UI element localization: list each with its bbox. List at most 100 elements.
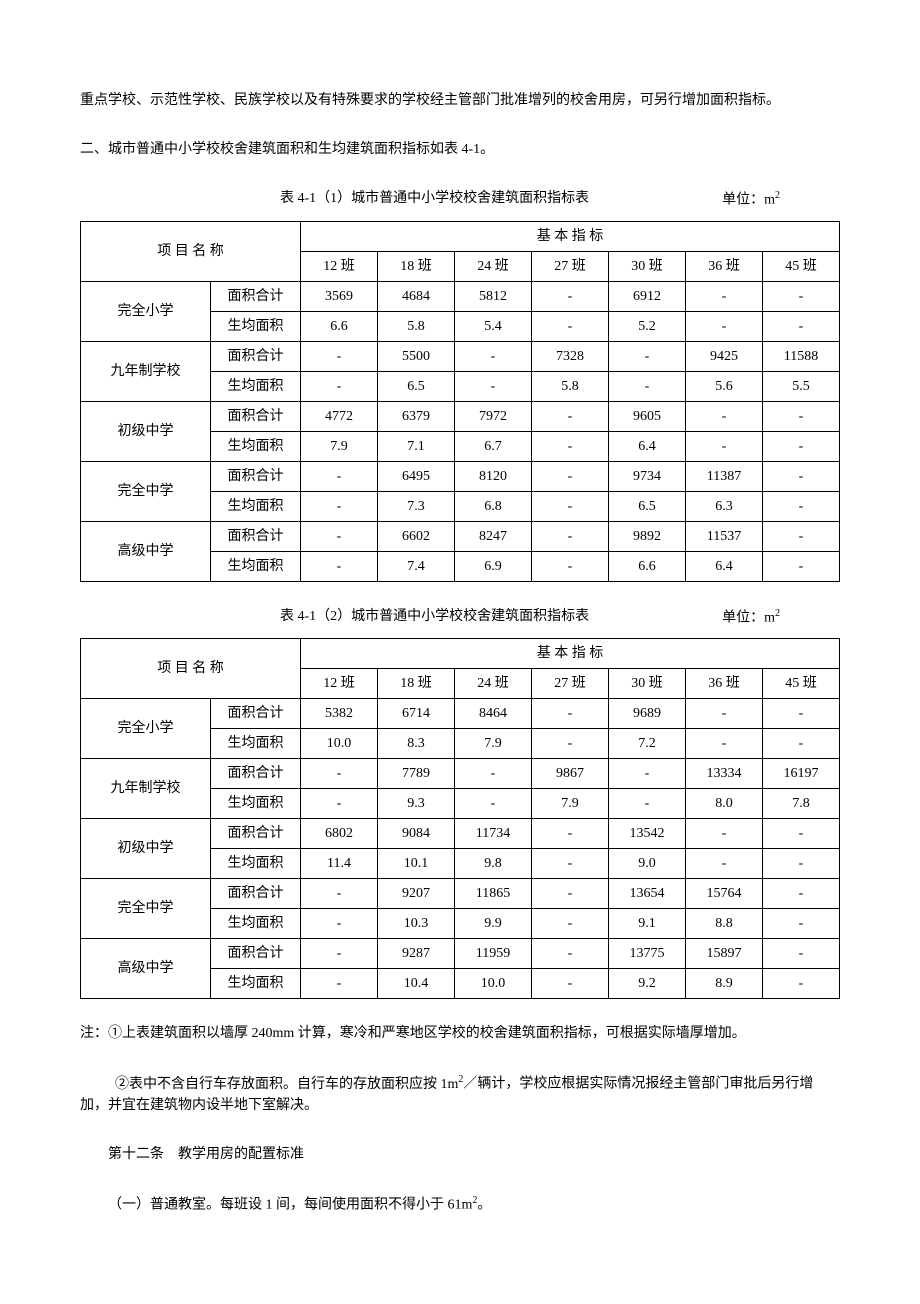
cell-value: 11.4 bbox=[301, 849, 378, 879]
cell-value: - bbox=[455, 759, 532, 789]
cell-value: 9207 bbox=[378, 879, 455, 909]
cell-value: 5.2 bbox=[609, 311, 686, 341]
paragraph-intro-1: 重点学校、示范性学校、民族学校以及有特殊要求的学校经主管部门批准增列的校舍用房，… bbox=[80, 90, 840, 111]
table-row: 完全中学面积合计-64958120-973411387- bbox=[81, 461, 840, 491]
col-header: 18 班 bbox=[378, 251, 455, 281]
row-name: 初级中学 bbox=[81, 819, 211, 879]
cell-value: 6.6 bbox=[609, 551, 686, 581]
cell-value: 9425 bbox=[686, 341, 763, 371]
cell-value: - bbox=[532, 699, 609, 729]
cell-value: - bbox=[301, 371, 378, 401]
metric-label: 生均面积 bbox=[211, 729, 301, 759]
cell-value: 7.9 bbox=[301, 431, 378, 461]
cell-value: - bbox=[609, 759, 686, 789]
table1-caption: 表 4-1（1）城市普通中小学校校舍建筑面积指标表 bbox=[280, 188, 589, 209]
cell-value: 13654 bbox=[609, 879, 686, 909]
table-row: 完全中学面积合计-920711865-1365415764- bbox=[81, 879, 840, 909]
table2-caption-row: 表 4-1（2）城市普通中小学校校舍建筑面积指标表 单位：m2 bbox=[80, 606, 840, 629]
cell-value: - bbox=[763, 491, 840, 521]
cell-value: 5.4 bbox=[455, 311, 532, 341]
metric-label: 面积合计 bbox=[211, 879, 301, 909]
cell-value: 9.1 bbox=[609, 909, 686, 939]
cell-value: - bbox=[532, 819, 609, 849]
cell-value: 7.2 bbox=[609, 729, 686, 759]
cell-value: 9.0 bbox=[609, 849, 686, 879]
cell-value: - bbox=[301, 939, 378, 969]
col-header: 30 班 bbox=[609, 669, 686, 699]
cell-value: - bbox=[763, 281, 840, 311]
cell-value: 5.8 bbox=[532, 371, 609, 401]
col-header: 24 班 bbox=[455, 251, 532, 281]
metric-label: 面积合计 bbox=[211, 461, 301, 491]
metric-label: 面积合计 bbox=[211, 939, 301, 969]
cell-value: - bbox=[532, 849, 609, 879]
cell-value: 9734 bbox=[609, 461, 686, 491]
row-name: 高级中学 bbox=[81, 939, 211, 999]
note-1: 注：①上表建筑面积以墙厚 240mm 计算，寒冷和严寒地区学校的校舍建筑面积指标… bbox=[80, 1023, 840, 1044]
cell-value: 6714 bbox=[378, 699, 455, 729]
col-header: 45 班 bbox=[763, 669, 840, 699]
cell-value: - bbox=[763, 521, 840, 551]
note-2: ②表中不含自行车存放面积。自行车的存放面积应按 1m2／辆计，学校应根据实际情况… bbox=[80, 1072, 840, 1116]
cell-value: 6.6 bbox=[301, 311, 378, 341]
cell-value: 6495 bbox=[378, 461, 455, 491]
cell-value: 9867 bbox=[532, 759, 609, 789]
cell-value: - bbox=[763, 939, 840, 969]
cell-value: 7.1 bbox=[378, 431, 455, 461]
cell-value: - bbox=[532, 521, 609, 551]
row-name: 完全小学 bbox=[81, 281, 211, 341]
cell-value: 7.3 bbox=[378, 491, 455, 521]
cell-value: - bbox=[532, 281, 609, 311]
cell-value: 8247 bbox=[455, 521, 532, 551]
cell-value: - bbox=[763, 461, 840, 491]
cell-value: - bbox=[532, 311, 609, 341]
clause-1: （一）普通教室。每班设 1 间，每间使用面积不得小于 61m2。 bbox=[80, 1193, 840, 1216]
cell-value: 3569 bbox=[301, 281, 378, 311]
cell-value: - bbox=[455, 789, 532, 819]
table-row: 完全小学面积合计538267148464-9689-- bbox=[81, 699, 840, 729]
cell-value: - bbox=[763, 729, 840, 759]
table-row: 初级中学面积合计6802908411734-13542-- bbox=[81, 819, 840, 849]
row-name: 初级中学 bbox=[81, 401, 211, 461]
cell-value: - bbox=[763, 551, 840, 581]
cell-value: 11387 bbox=[686, 461, 763, 491]
cell-value: - bbox=[301, 521, 378, 551]
cell-value: 9.9 bbox=[455, 909, 532, 939]
cell-value: 15764 bbox=[686, 879, 763, 909]
metric-label: 生均面积 bbox=[211, 789, 301, 819]
metric-label: 面积合计 bbox=[211, 341, 301, 371]
metric-label: 生均面积 bbox=[211, 311, 301, 341]
cell-value: - bbox=[301, 341, 378, 371]
cell-value: 9689 bbox=[609, 699, 686, 729]
article-12: 第十二条 教学用房的配置标准 bbox=[80, 1144, 840, 1165]
cell-value: - bbox=[301, 551, 378, 581]
cell-value: - bbox=[532, 909, 609, 939]
cell-value: 4772 bbox=[301, 401, 378, 431]
cell-value: - bbox=[763, 909, 840, 939]
cell-value: - bbox=[532, 401, 609, 431]
cell-value: - bbox=[763, 311, 840, 341]
table1-caption-row: 表 4-1（1）城市普通中小学校校舍建筑面积指标表 单位：m2 bbox=[80, 188, 840, 211]
cell-value: 6.5 bbox=[378, 371, 455, 401]
cell-value: 10.0 bbox=[301, 729, 378, 759]
table-row: 九年制学校面积合计-7789-9867-1333416197 bbox=[81, 759, 840, 789]
cell-value: - bbox=[609, 341, 686, 371]
cell-value: 7.9 bbox=[455, 729, 532, 759]
cell-value: 7.8 bbox=[763, 789, 840, 819]
cell-value: - bbox=[455, 371, 532, 401]
cell-value: 5.8 bbox=[378, 311, 455, 341]
cell-value: 6912 bbox=[609, 281, 686, 311]
cell-value: 5500 bbox=[378, 341, 455, 371]
cell-value: 8.8 bbox=[686, 909, 763, 939]
row-name: 九年制学校 bbox=[81, 759, 211, 819]
cell-value: - bbox=[763, 401, 840, 431]
table2-unit: 单位：m2 bbox=[722, 606, 780, 629]
cell-value: 13775 bbox=[609, 939, 686, 969]
metric-label: 生均面积 bbox=[211, 431, 301, 461]
cell-value: 9.8 bbox=[455, 849, 532, 879]
metric-label: 面积合计 bbox=[211, 819, 301, 849]
cell-value: 7972 bbox=[455, 401, 532, 431]
cell-value: - bbox=[686, 849, 763, 879]
table-row: 九年制学校面积合计-5500-7328-942511588 bbox=[81, 341, 840, 371]
cell-value: 11537 bbox=[686, 521, 763, 551]
